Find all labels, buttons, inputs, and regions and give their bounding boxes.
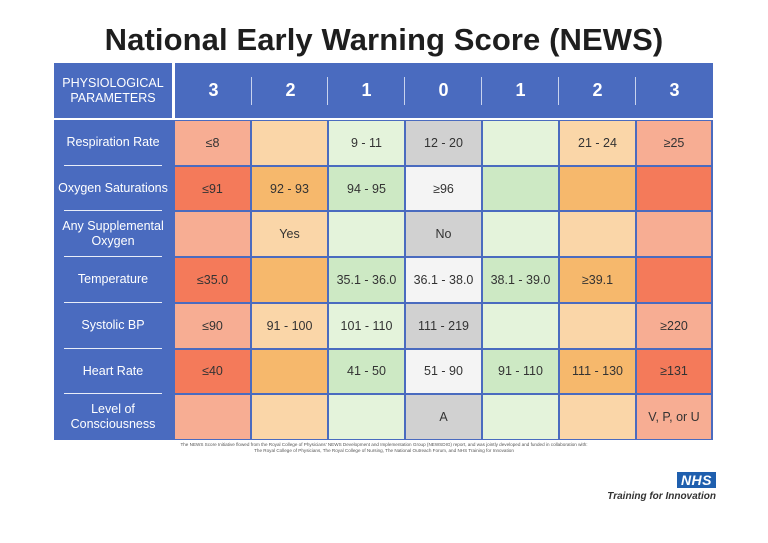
score-cell: A — [406, 395, 481, 439]
footnote-line-1: The NEWS Score Initiative flowed from th… — [180, 442, 588, 447]
score-cell: 12 - 20 — [406, 121, 481, 165]
score-cell: 38.1 - 39.0 — [483, 258, 558, 302]
score-cell — [637, 166, 711, 211]
score-cell: 41 - 50 — [329, 349, 404, 394]
score-cell: 91 - 110 — [483, 349, 558, 394]
parameter-label: Temperature — [77, 272, 149, 287]
score-cell — [252, 349, 327, 394]
score-cell: ≥220 — [637, 303, 711, 348]
header-score-6: 3 — [669, 80, 680, 100]
score-cell: 92 - 93 — [252, 166, 327, 211]
parameter-divider — [64, 256, 162, 258]
score-cell — [560, 395, 635, 439]
header-divider — [251, 77, 252, 105]
score-cell — [483, 166, 558, 211]
footnote: The NEWS Score Initiative flowed from th… — [0, 442, 768, 454]
score-cell: 36.1 - 38.0 — [406, 258, 481, 302]
score-cell: V, P, or U — [637, 395, 711, 439]
header-divider — [558, 77, 559, 105]
score-cell: ≤90 — [175, 303, 250, 348]
score-cell: 101 - 110 — [329, 303, 404, 348]
score-cell — [560, 303, 635, 348]
score-cell: 51 - 90 — [406, 349, 481, 394]
score-cell: 35.1 - 36.0 — [329, 258, 404, 302]
score-cell — [560, 166, 635, 211]
nhs-logo-mark: NHS — [676, 472, 716, 488]
header-divider — [404, 77, 405, 105]
score-cell: ≤40 — [175, 349, 250, 394]
parameter-label: Level of Consciousness — [70, 402, 156, 432]
score-cell — [329, 212, 404, 257]
score-cell: No — [406, 212, 481, 257]
parameter-divider — [64, 164, 162, 166]
footnote-line-2: The Royal College of Physicians, The Roy… — [254, 448, 514, 453]
score-cell — [637, 212, 711, 257]
score-cell: ≥131 — [637, 349, 711, 394]
header-score-band: 3 2 1 0 1 2 3 — [175, 63, 713, 118]
page-title: National Early Warning Score (NEWS) — [104, 22, 664, 57]
header-divider — [635, 77, 636, 105]
score-cell: Yes — [252, 212, 327, 257]
parameter-label: Heart Rate — [82, 363, 144, 378]
parameter-divider — [64, 393, 162, 395]
score-cell: ≤91 — [175, 166, 250, 211]
logo-tagline: Training for Innovation — [607, 491, 716, 502]
parameter-label: Systolic BP — [81, 318, 145, 333]
score-cell: 91 - 100 — [252, 303, 327, 348]
header-parameters-label: PHYSIOLOGICAL PARAMETERS — [54, 63, 172, 118]
header-divider — [481, 77, 482, 105]
parameter-label: Oxygen Saturations — [58, 181, 168, 196]
score-cell: 111 - 130 — [560, 349, 635, 394]
header-divider — [327, 77, 328, 105]
score-cell: 111 - 219 — [406, 303, 481, 348]
score-cell: ≤8 — [175, 121, 250, 165]
score-cell — [329, 395, 404, 439]
score-cell — [252, 121, 327, 165]
header-score-2: 1 — [361, 80, 372, 100]
parameter-label: Any Supplemental Oxygen — [62, 219, 164, 249]
score-cell — [637, 258, 711, 302]
parameter-divider — [64, 301, 162, 303]
score-cell — [483, 395, 558, 439]
score-cell: 94 - 95 — [329, 166, 404, 211]
header-score-3: 0 — [438, 80, 449, 100]
parameter-divider — [64, 347, 162, 349]
score-cell: ≥25 — [637, 121, 711, 165]
score-cell — [483, 212, 558, 257]
header-score-4: 1 — [515, 80, 526, 100]
header-score-5: 2 — [592, 80, 603, 100]
score-cell: 21 - 24 — [560, 121, 635, 165]
score-cell — [483, 121, 558, 165]
score-cell — [175, 212, 250, 257]
score-cell: ≤35.0 — [175, 258, 250, 302]
header-score-1: 2 — [285, 80, 296, 100]
score-cell — [175, 395, 250, 439]
score-cell: ≥39.1 — [560, 258, 635, 302]
news-table-body: Respiration Rate ≤8 9 - 11 12 - 20 21 - 24 ≥2… — [54, 120, 713, 440]
parameter-label: Respiration Rate — [66, 135, 160, 150]
score-cell — [560, 212, 635, 257]
score-cell: 9 - 11 — [329, 121, 404, 165]
score-cell — [483, 303, 558, 348]
parameter-divider — [64, 210, 162, 212]
header-score-0: 3 — [208, 80, 219, 100]
score-cell: ≥96 — [406, 166, 481, 211]
score-cell — [252, 395, 327, 439]
score-cell — [252, 258, 327, 302]
